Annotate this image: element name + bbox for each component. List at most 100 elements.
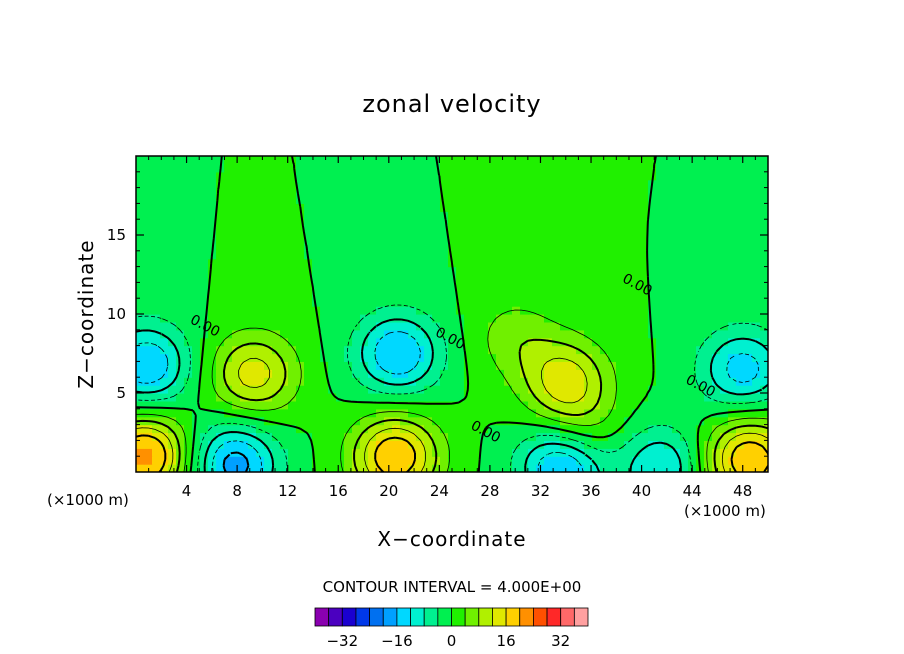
field-cell bbox=[208, 393, 217, 402]
field-cell bbox=[152, 227, 161, 236]
field-cell bbox=[504, 219, 513, 228]
field-cell bbox=[408, 266, 417, 276]
field-cell bbox=[184, 416, 193, 426]
field-cell bbox=[584, 400, 593, 410]
field-cell bbox=[336, 337, 345, 347]
field-cell bbox=[544, 329, 553, 339]
field-cell bbox=[616, 416, 625, 426]
field-cell bbox=[632, 163, 641, 173]
field-cell bbox=[144, 424, 153, 434]
field-cell bbox=[440, 448, 449, 457]
field-cell bbox=[680, 408, 689, 418]
field-cell bbox=[208, 337, 217, 347]
field-cell bbox=[240, 464, 249, 472]
field-cell bbox=[704, 448, 713, 457]
field-cell bbox=[520, 329, 529, 339]
field-cell bbox=[296, 250, 305, 260]
field-cell bbox=[392, 321, 401, 331]
field-cell bbox=[384, 179, 393, 189]
field-cell bbox=[232, 250, 241, 260]
field-cell bbox=[464, 290, 473, 299]
field-cell bbox=[680, 163, 689, 173]
field-cell bbox=[760, 329, 768, 339]
field-cell bbox=[200, 290, 209, 299]
field-cell bbox=[496, 211, 505, 220]
field-cell bbox=[192, 321, 201, 331]
field-cell bbox=[544, 163, 553, 173]
field-cell bbox=[464, 235, 473, 244]
field-cell bbox=[224, 266, 233, 276]
field-cell bbox=[304, 227, 313, 236]
field-cell bbox=[744, 345, 753, 355]
field-cell bbox=[704, 456, 713, 465]
field-cell bbox=[264, 179, 273, 189]
field-cell bbox=[360, 314, 369, 323]
field-cell bbox=[728, 440, 737, 449]
field-cell bbox=[600, 400, 609, 410]
field-cell bbox=[656, 432, 665, 441]
field-cell bbox=[152, 345, 161, 355]
field-cell bbox=[520, 377, 529, 386]
field-cell bbox=[672, 227, 681, 236]
field-cell bbox=[480, 361, 489, 370]
field-cell bbox=[368, 274, 377, 283]
field-cell bbox=[464, 416, 473, 426]
field-cell bbox=[200, 353, 209, 362]
field-cell bbox=[560, 203, 569, 212]
field-cell bbox=[184, 219, 193, 228]
field-cell bbox=[624, 298, 633, 307]
field-cell bbox=[752, 171, 761, 181]
field-cell bbox=[256, 400, 265, 410]
field-cell bbox=[592, 171, 601, 181]
field-cell bbox=[344, 369, 353, 378]
field-cell bbox=[712, 163, 721, 173]
field-cell bbox=[328, 416, 337, 426]
field-cell bbox=[408, 250, 417, 260]
field-cell bbox=[472, 432, 481, 441]
field-cell bbox=[424, 242, 433, 252]
field-cell bbox=[288, 306, 297, 315]
field-cell bbox=[232, 171, 241, 181]
field-cell bbox=[448, 242, 457, 252]
field-cell bbox=[264, 242, 273, 252]
field-cell bbox=[296, 432, 305, 441]
field-cell bbox=[384, 337, 393, 347]
field-cell bbox=[248, 361, 257, 370]
field-cell bbox=[696, 171, 705, 181]
field-cell bbox=[496, 377, 505, 386]
field-cell bbox=[176, 258, 185, 268]
field-cell bbox=[200, 377, 209, 386]
field-cell bbox=[720, 377, 729, 386]
field-cell bbox=[152, 314, 161, 323]
field-cell bbox=[240, 408, 249, 418]
field-cell bbox=[752, 361, 761, 370]
field-cell bbox=[704, 432, 713, 441]
field-cell bbox=[456, 163, 465, 173]
field-cell bbox=[256, 298, 265, 307]
field-cell bbox=[576, 156, 585, 165]
field-cell bbox=[568, 337, 577, 347]
field-cell bbox=[688, 321, 697, 331]
field-cell bbox=[408, 219, 417, 228]
field-cell bbox=[472, 361, 481, 370]
field-cell bbox=[424, 187, 433, 197]
field-cell bbox=[664, 282, 673, 291]
field-cell bbox=[160, 424, 169, 434]
field-cell bbox=[304, 361, 313, 370]
field-cell bbox=[640, 361, 649, 370]
field-cell bbox=[608, 250, 617, 260]
field-cell bbox=[416, 400, 425, 410]
field-cell bbox=[528, 187, 537, 197]
field-cell bbox=[184, 250, 193, 260]
field-cell bbox=[296, 163, 305, 173]
field-cell bbox=[536, 408, 545, 418]
field-cell bbox=[656, 440, 665, 449]
contour-interval-text: CONTOUR INTERVAL = 4.000E+00 bbox=[323, 578, 582, 596]
field-cell bbox=[560, 369, 569, 378]
field-cell bbox=[272, 337, 281, 347]
field-cell bbox=[256, 187, 265, 197]
field-cell bbox=[728, 227, 737, 236]
field-cell bbox=[720, 424, 729, 434]
field-cell bbox=[192, 432, 201, 441]
x-tick-label: 36 bbox=[581, 482, 600, 500]
